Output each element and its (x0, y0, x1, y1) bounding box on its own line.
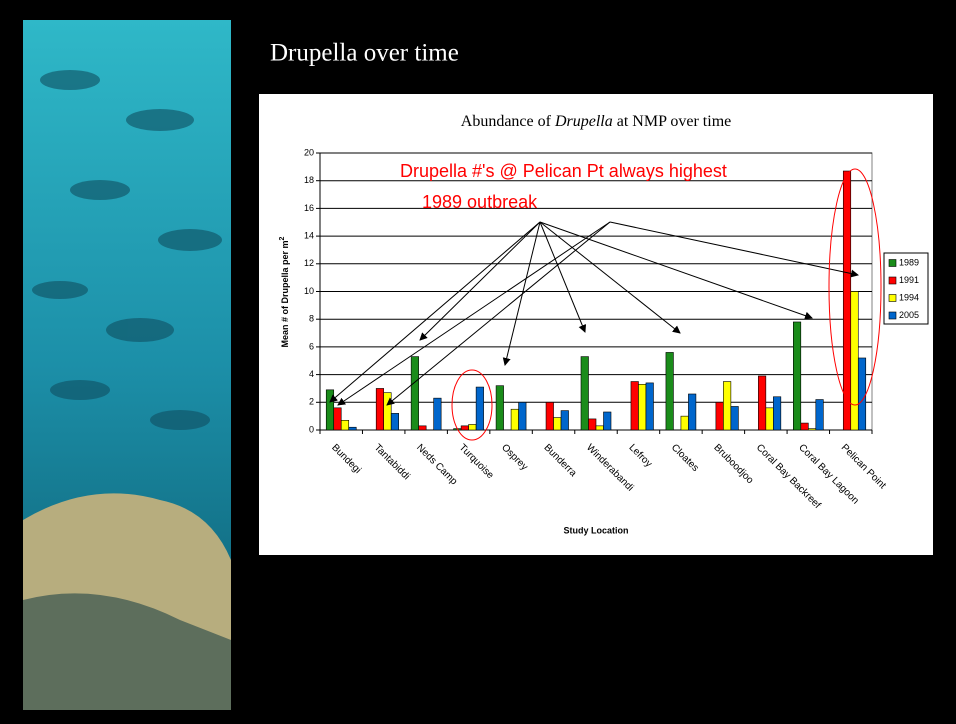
bar (681, 416, 689, 430)
x-axis-label: Study Location (564, 525, 629, 535)
bar (808, 429, 816, 430)
y-tick-label: 20 (304, 147, 314, 157)
y-tick-label: 14 (304, 230, 314, 240)
bar (554, 418, 562, 430)
bar (391, 413, 399, 430)
bar (773, 397, 781, 430)
legend-label: 1989 (899, 257, 919, 267)
legend-label: 2005 (899, 310, 919, 320)
legend-label: 1991 (899, 275, 919, 285)
bar (384, 393, 392, 430)
bar (638, 384, 646, 430)
y-tick-label: 12 (304, 258, 314, 268)
bar (851, 292, 859, 431)
title-part: at NMP over time (613, 113, 732, 130)
slide: Drupella over time Abundance of Drupella… (0, 0, 956, 724)
legend-swatch (889, 260, 896, 267)
bar (758, 376, 766, 430)
bar (561, 411, 569, 430)
chart-title: Abundance of Drupella at NMP over time (461, 113, 731, 130)
bar (581, 357, 589, 430)
bar (376, 388, 384, 430)
legend-swatch (889, 277, 896, 284)
bar (843, 171, 851, 430)
y-tick-label: 10 (304, 286, 314, 296)
bar (419, 426, 427, 430)
bar (411, 357, 419, 430)
y-tick-label: 8 (309, 314, 314, 324)
bar (496, 386, 504, 430)
bar (604, 412, 612, 430)
bar (688, 394, 696, 430)
y-tick-label: 6 (309, 341, 314, 351)
y-label-sup: 2 (279, 236, 286, 240)
page: {"slide": {"title": "Drupella over time"… (0, 0, 956, 724)
bar (666, 352, 674, 430)
y-tick-label: 4 (309, 369, 314, 379)
legend-swatch (889, 295, 896, 302)
annotation: 1989 outbreak (422, 192, 538, 212)
bar (469, 424, 477, 430)
bar (723, 382, 731, 430)
annotation: Drupella #'s @ Pelican Pt always highest (400, 161, 727, 181)
bar (341, 420, 349, 430)
y-tick-label: 18 (304, 175, 314, 185)
bar (731, 406, 739, 430)
title-part: Abundance of (461, 113, 555, 130)
y-tick-label: 16 (304, 203, 314, 213)
bar (589, 419, 597, 430)
bar (816, 400, 824, 430)
photo (23, 20, 231, 710)
y-tick-label: 2 (309, 397, 314, 407)
bar (349, 427, 357, 430)
legend-label: 1994 (899, 292, 919, 302)
bar (519, 402, 527, 430)
bar (766, 408, 774, 430)
y-axis-label: Mean # of Drupella per m2 (279, 236, 291, 347)
bar (326, 390, 334, 430)
bar (334, 408, 342, 430)
slide-title: Drupella over time (270, 40, 459, 67)
bar (716, 402, 724, 430)
bar (793, 322, 801, 430)
bar (858, 358, 866, 430)
bar (476, 387, 484, 430)
bar (596, 426, 604, 430)
title-part: Drupella (554, 113, 613, 130)
bar (646, 383, 654, 430)
bar (801, 423, 809, 430)
y-tick-label: 0 (309, 424, 314, 434)
y-label-text: Mean # of Drupella per m (280, 240, 290, 347)
bar (546, 402, 554, 430)
bar (511, 409, 518, 430)
bar (461, 426, 469, 430)
bar (631, 382, 639, 430)
bar (434, 398, 442, 430)
legend: 1989 1991 1994 2005 (884, 253, 928, 324)
legend-swatch (889, 312, 896, 319)
